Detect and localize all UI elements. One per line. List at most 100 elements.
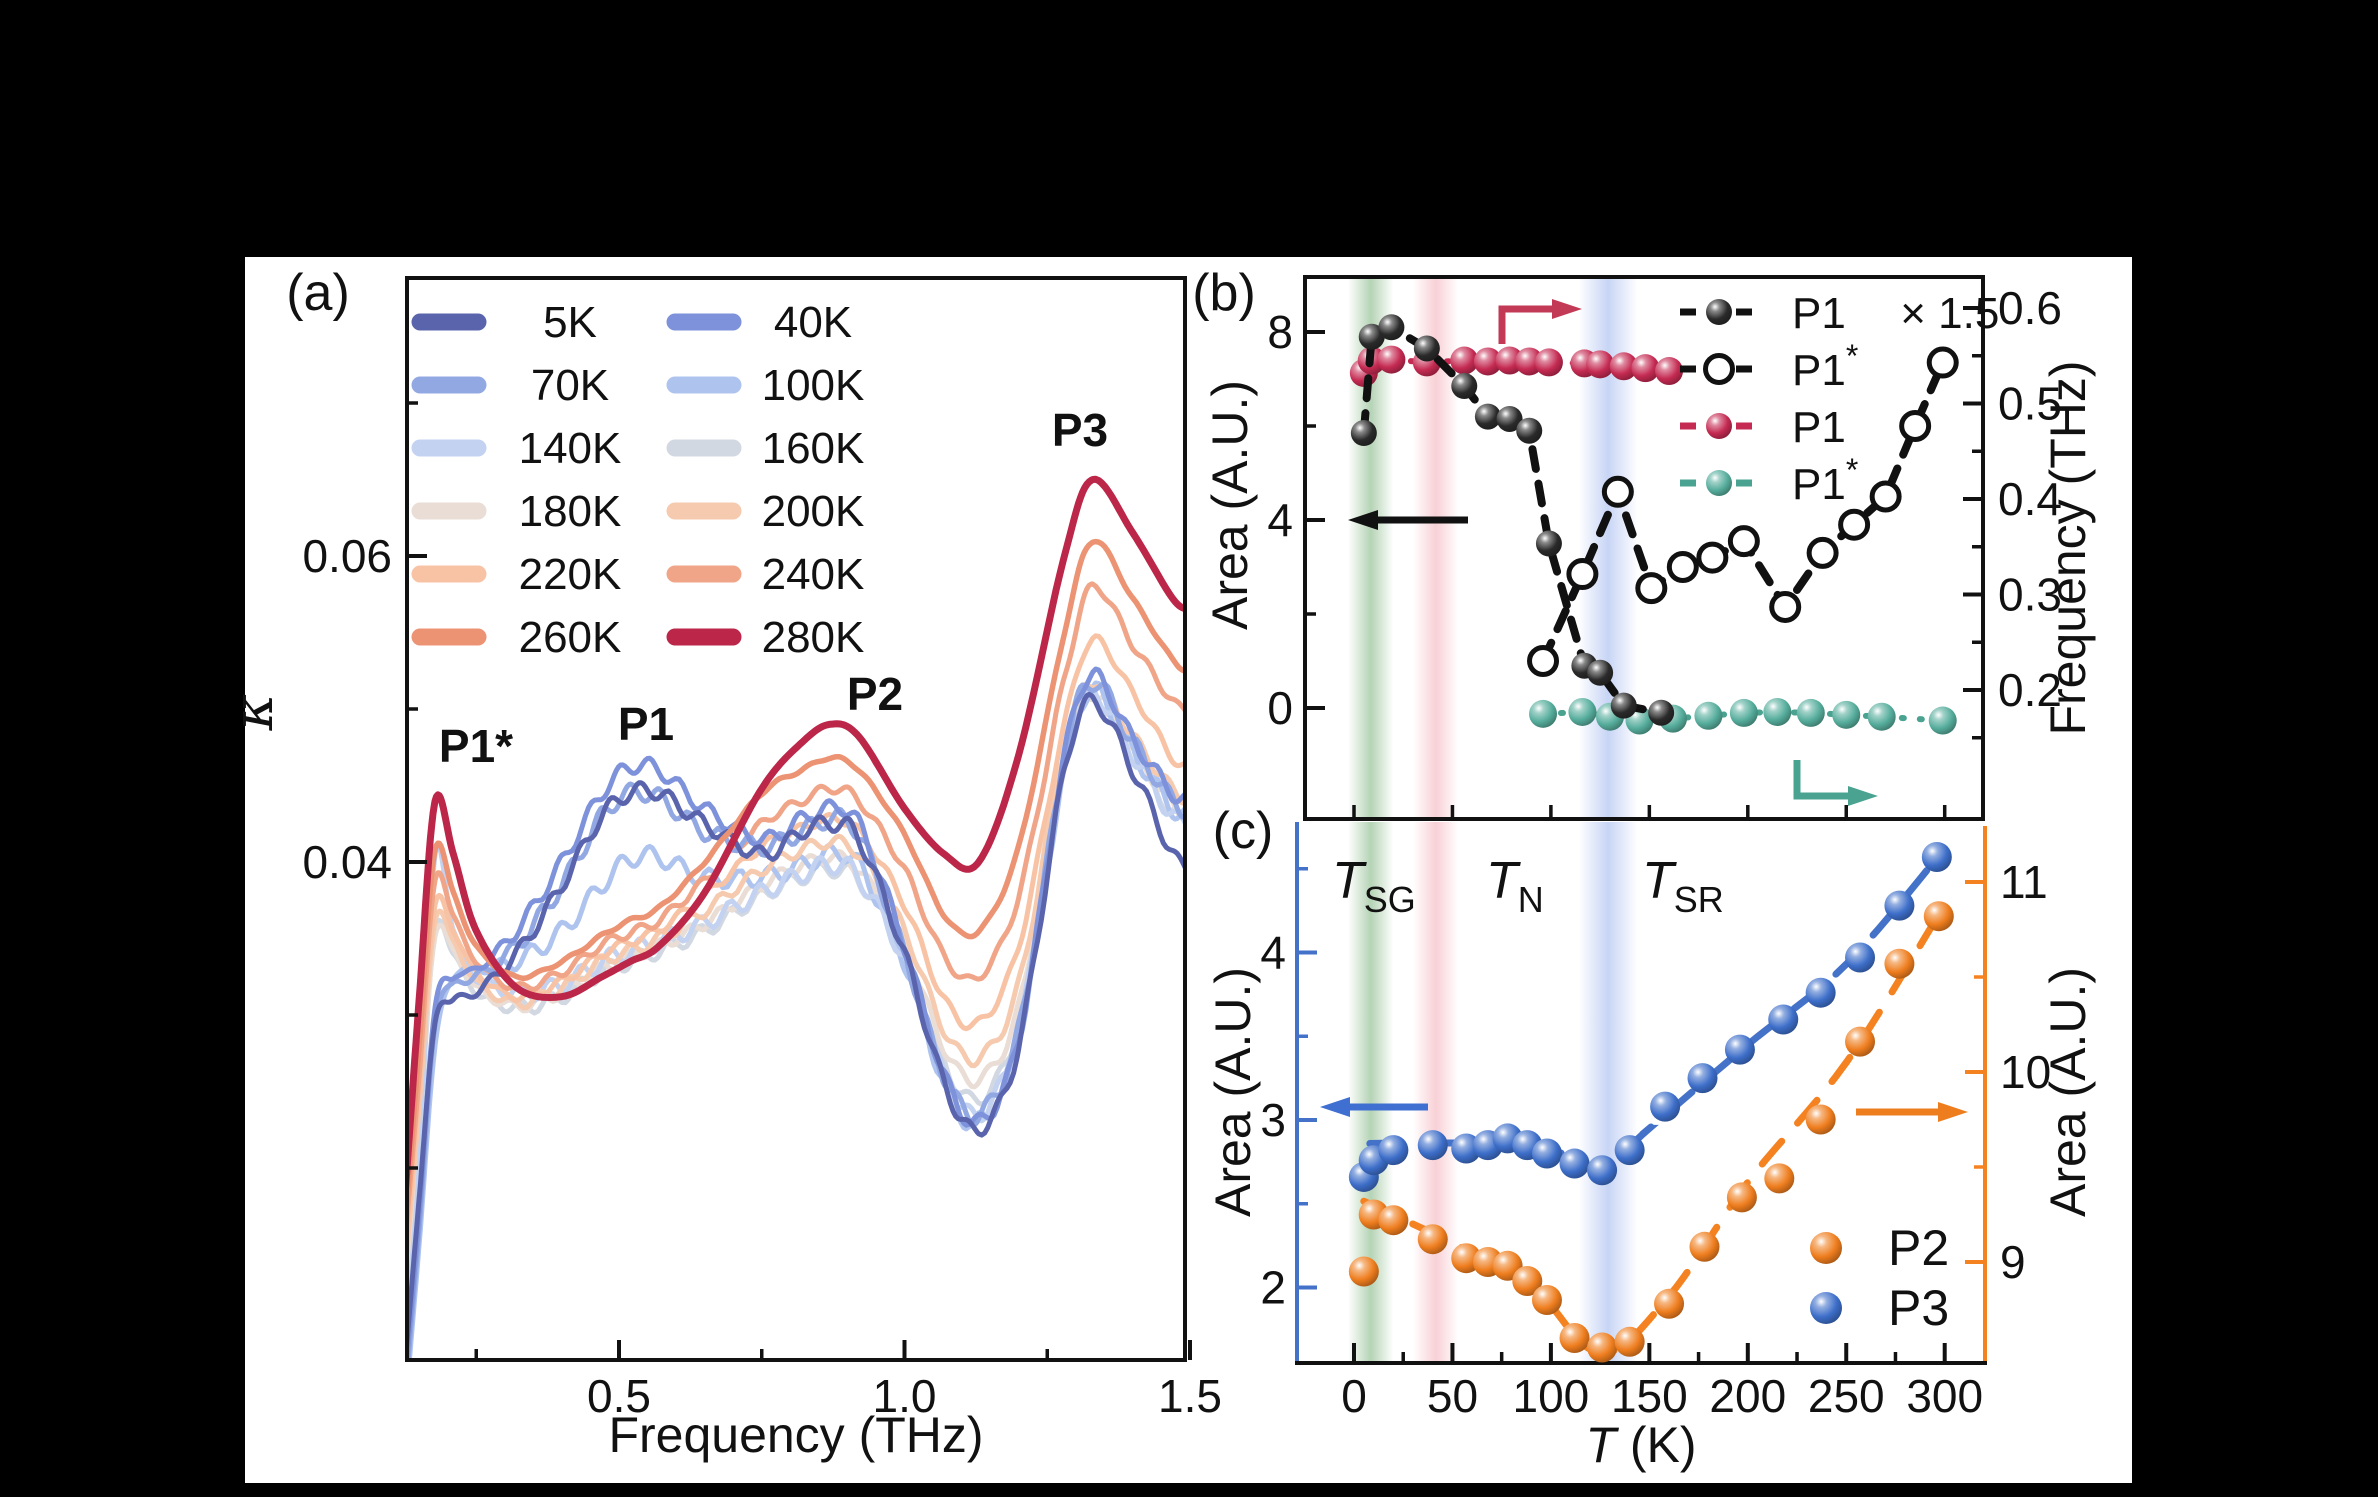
a-legend-label-140K: 140K <box>519 424 622 473</box>
data-point-p2 <box>1348 1256 1379 1287</box>
b-right-axis-arrow-head <box>1552 299 1582 319</box>
tspan: P1 <box>1792 403 1846 452</box>
c-legend-marker-P2 <box>1810 1232 1842 1264</box>
b-right-tick-label: 0.6 <box>1998 282 2062 334</box>
data-point-p3 <box>1650 1091 1681 1122</box>
data-point-open <box>1566 558 1599 591</box>
a-legend-label-5K: 5K <box>543 298 597 347</box>
c-right-tick-label: 9 <box>2000 1236 2026 1288</box>
panel-a-frame <box>405 276 1187 1362</box>
data-point-open <box>1806 536 1839 569</box>
data-point-p2 <box>1587 1332 1618 1363</box>
data-point <box>1496 405 1523 432</box>
data-point-open <box>1926 346 1959 379</box>
data-point-p3 <box>1768 1004 1799 1035</box>
a-legend-label-100K: 100K <box>762 361 865 410</box>
c-x-tick-label: 300 <box>1906 1370 1983 1422</box>
tspan: * <box>1846 452 1858 488</box>
data-point <box>1631 354 1660 383</box>
c-legend-marker-P3 <box>1810 1292 1842 1324</box>
data-point <box>1413 335 1440 362</box>
transition-band-SR-panel-c <box>1578 822 1638 1361</box>
tspan: × 1.5 <box>1888 289 1999 338</box>
data-point <box>1867 702 1896 731</box>
data-point <box>1350 420 1377 447</box>
a-y-tick-label: 0.06 <box>302 530 392 582</box>
b-right-tick-label: 0.3 <box>1998 569 2062 621</box>
c-left-tick-label: 2 <box>1260 1262 1286 1314</box>
b-left-axis-arrow-head <box>1348 510 1378 530</box>
data-point <box>1609 352 1638 381</box>
tspan: (K) <box>1616 1417 1697 1473</box>
data-point <box>1729 698 1758 727</box>
data-point-p3 <box>1614 1135 1645 1166</box>
data-point-p2 <box>1923 901 1954 932</box>
data-point <box>1378 314 1405 341</box>
data-point-p2 <box>1764 1163 1795 1194</box>
b-right-tick-label: 0.4 <box>1998 473 2062 525</box>
c-xaxis-title: T (K) <box>1585 1417 1696 1473</box>
a-legend-label-70K: 70K <box>531 361 609 410</box>
b-left-tick-label: 4 <box>1267 494 1293 546</box>
b-legend-label-1: P1* <box>1792 338 1858 395</box>
c-right-tick-label: 11 <box>2000 856 2048 908</box>
c-left-axis-title: Area (A.U.) <box>1205 967 1261 1217</box>
a-legend-label-180K: 180K <box>519 487 622 536</box>
data-point <box>1610 692 1637 719</box>
data-point-p2 <box>1726 1182 1757 1213</box>
tspan: P1 <box>1792 460 1846 509</box>
b-left-axis-title: Area (A.U.) <box>1202 380 1258 630</box>
data-point-p3 <box>1378 1135 1409 1166</box>
spectrum-curve-5K <box>407 691 1185 1360</box>
a-xaxis-title: Frequency (THz) <box>608 1407 983 1463</box>
data-point-p2 <box>1512 1266 1543 1296</box>
spectrum-curve-280K <box>407 475 1185 1202</box>
panel-a-label: (a) <box>286 264 350 322</box>
c-legend-label-P2: P2 <box>1888 1220 1949 1276</box>
data-point <box>1796 698 1825 727</box>
data-point <box>1587 659 1614 686</box>
data-point <box>1377 345 1406 374</box>
c-right-axis-title: Area (A.U.) <box>2040 967 2096 1217</box>
data-point-p3 <box>1531 1138 1562 1169</box>
data-point-p3 <box>1559 1148 1590 1179</box>
data-point-open <box>1727 525 1760 558</box>
b-legend-label-3: P1* <box>1792 452 1858 509</box>
a-legend-label-240K: 240K <box>762 550 865 599</box>
data-point-p2 <box>1805 1104 1836 1135</box>
data-point <box>1534 348 1563 377</box>
c-left-tick-label: 4 <box>1260 927 1286 979</box>
data-point <box>1535 530 1562 557</box>
peak-label-p2: P2 <box>847 668 903 720</box>
data-point <box>1358 323 1385 350</box>
c-left-axis-arrow-head <box>1320 1097 1350 1117</box>
data-point-open <box>1899 410 1932 442</box>
tspan: T <box>1642 852 1677 910</box>
transition-label-N: TN <box>1486 852 1544 920</box>
data-point <box>1928 706 1957 735</box>
tspan: T <box>1486 852 1521 910</box>
data-point-open <box>1769 590 1802 623</box>
panel-b-label: (b) <box>1192 264 1256 322</box>
b-right-axis-arrow <box>1498 305 1558 344</box>
data-point <box>1529 699 1558 728</box>
b-legend-marker-open <box>1703 353 1735 385</box>
b-legend-label-0: P1 × 1.5 <box>1792 289 1999 338</box>
b-teal-axis-arrow-head <box>1848 786 1878 806</box>
b-left-tick-label: 0 <box>1267 682 1293 734</box>
c-x-tick-label: 200 <box>1709 1370 1786 1422</box>
data-point-p2 <box>1654 1288 1685 1319</box>
data-point-open <box>1869 480 1902 513</box>
tspan: SG <box>1364 879 1416 920</box>
c-x-tick-label: 150 <box>1611 1370 1688 1422</box>
panel-c-label: (c) <box>1213 802 1274 860</box>
b-right-axis-title: Frequency (THz) <box>2040 360 2096 735</box>
peak-label-p1: P1 <box>618 698 674 750</box>
spectrum-curve-240K <box>407 581 1185 1246</box>
transition-band-N-panel-c <box>1413 822 1459 1361</box>
peak-label-p3: P3 <box>1052 404 1108 456</box>
transition-label-SR: TSR <box>1642 852 1724 920</box>
c-x-tick-label: 50 <box>1427 1370 1478 1422</box>
data-point-open <box>1635 572 1668 605</box>
